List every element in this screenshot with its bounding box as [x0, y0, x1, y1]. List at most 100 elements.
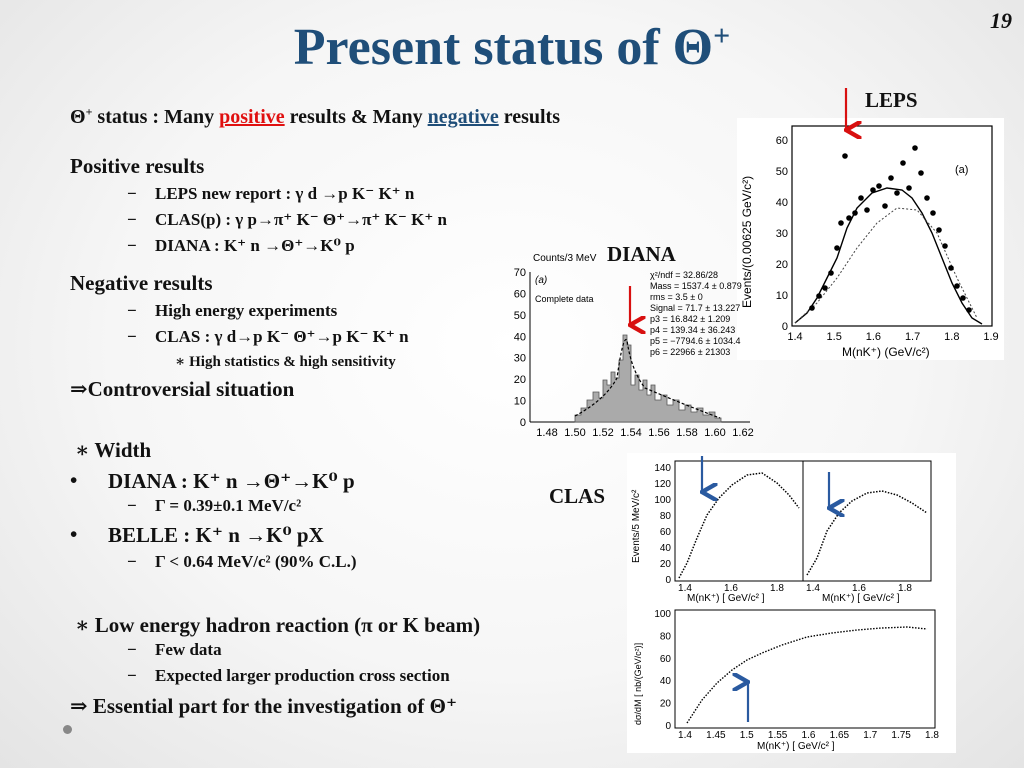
clas-bot-x-tick-label: 1.4 — [678, 730, 692, 741]
width-heading: ∗ Width — [75, 438, 152, 462]
clas-bot-y-tick-label: 40 — [660, 676, 672, 687]
leps-y-tick-label: 50 — [776, 166, 788, 178]
clas-top-y-tick-label: 100 — [654, 495, 671, 506]
clas-top-x-left-tick-label: 1.4 — [678, 583, 692, 594]
low-energy-heading: ∗ Low energy hadron reaction (π or K bea… — [75, 613, 481, 637]
leps-y-tick-label: 0 — [782, 321, 788, 333]
clas-top-y-tick-label: 140 — [654, 463, 671, 474]
diana-stat-line: p4 = 139.34 ± 36.243 — [650, 325, 735, 335]
width-diana: • DIANA : K⁺ n →Θ⁺→K⁰ p — [70, 468, 355, 493]
leps-y-tick-label: 40 — [776, 197, 788, 209]
low-energy-item-cross-section: − Expected larger production cross sectio… — [127, 666, 450, 685]
positive-item-leps: − LEPS new report : γ d →p K⁻ K⁺ n — [127, 184, 415, 203]
clas-bottom-y-axis-label: dσ/dM [ nb/(GeV/c²)] — [633, 643, 643, 725]
status-suffix: results — [498, 106, 561, 128]
leps-plot: 0 10 20 30 40 50 60 1.4 1.5 1.6 1.7 1.8 1.9 (a) Even… — [737, 118, 1004, 360]
leps-panel-label: (a) — [955, 164, 968, 176]
clas-bot-y-tick-label: 20 — [660, 699, 672, 710]
leps-y-tick-label: 30 — [776, 228, 788, 240]
leps-x-tick-label: 1.8 — [944, 331, 959, 343]
leps-x-axis-label: M(nK⁺) (GeV/c²) — [842, 345, 930, 359]
diana-stat-line: p3 = 16.842 ± 1.209 — [650, 314, 730, 324]
page-title: Present status of Θ+ — [0, 18, 1024, 77]
clas-top-y-tick-label: 0 — [665, 575, 671, 586]
clas-bot-x-tick-label: 1.7 — [863, 730, 877, 741]
clas-top-x-axis-label-right: M(nK⁺) [ GeV/c² ] — [822, 593, 900, 604]
diana-stat-line: p5 = −7794.6 ± 1034.4 — [650, 336, 741, 346]
controversial-line: ⇒Controversial situation — [70, 377, 295, 401]
status-line: Θ+ status : Many positive results & Many… — [70, 104, 561, 129]
diana-panel-label: (a) — [535, 275, 547, 286]
diana-x-tick-label: 1.48 — [536, 427, 557, 439]
positive-item-clas: − CLAS(p) : γ p→π⁺ K⁻ Θ⁺→π⁺ K⁻ K⁺ n — [127, 210, 448, 229]
diana-x-tick-label: 1.60 — [704, 427, 725, 439]
diana-stat-line: Signal = 71.7 ± 13.227 — [650, 303, 740, 313]
positive-heading: Positive results — [70, 154, 205, 178]
clas-top-y-axis-label: Events/5 MeV/c² — [631, 489, 642, 563]
leps-x-tick-label: 1.9 — [983, 331, 998, 343]
clas-top-y-tick-label: 80 — [660, 511, 672, 522]
clas-bot-y-tick-label: 60 — [660, 654, 672, 665]
clas-top-x-left-tick-label: 1.8 — [770, 583, 784, 594]
clas-bot-x-tick-label: 1.55 — [768, 730, 788, 741]
diana-y-tick-label: 20 — [514, 374, 526, 386]
diana-y-tick-label: 40 — [514, 331, 526, 343]
diana-y-tick-label: 0 — [520, 417, 526, 429]
diana-x-tick-label: 1.54 — [620, 427, 641, 439]
status-middle: results & Many — [284, 106, 428, 128]
diana-y-tick-label: 70 — [514, 267, 526, 279]
width-belle: • BELLE : K⁺ n →K⁰ pX — [70, 522, 324, 547]
leps-x-tick-label: 1.6 — [866, 331, 881, 343]
clas-label: CLAS — [549, 484, 606, 508]
diana-stat-line: χ²/ndf = 32.86/28 — [650, 270, 718, 280]
clas-bot-y-tick-label: 100 — [654, 609, 671, 620]
positive-word: positive — [219, 106, 285, 128]
negative-item-clas: − CLAS : γ d→p K⁻ Θ⁺→p K⁻ K⁺ n — [127, 327, 409, 346]
diana-y-tick-label: 50 — [514, 310, 526, 322]
negative-word: negative — [427, 106, 499, 128]
title-sup: + — [713, 19, 731, 53]
low-energy-item-few-data: − Few data — [127, 640, 222, 659]
diana-x-tick-label: 1.56 — [648, 427, 669, 439]
clas-bot-x-tick-label: 1.5 — [740, 730, 754, 741]
leps-y-axis-label: Events/(0.00625 GeV/c²) — [740, 176, 754, 308]
clas-top-y-tick-label: 60 — [660, 527, 672, 538]
leps-y-tick-label: 20 — [776, 259, 788, 271]
diana-y-tick-label: 10 — [514, 396, 526, 408]
clas-top-y-tick-label: 120 — [654, 479, 671, 490]
diana-y-axis-label: Counts/3 MeV — [533, 253, 597, 264]
page-number: 19 — [990, 8, 1012, 33]
leps-x-tick-label: 1.4 — [787, 331, 802, 343]
clas-bot-y-tick-label: 80 — [660, 631, 672, 642]
diana-stat-line: p6 = 22966 ± 21303 — [650, 347, 730, 357]
conclusion-line: ⇒ Essential part for the investigation o… — [70, 694, 458, 718]
diana-label: DIANA — [607, 242, 676, 266]
clas-top-x-axis-label-left: M(nK⁺) [ GeV/c² ] — [687, 593, 765, 604]
diana-stat-line: Mass = 1537.4 ± 0.879 — [650, 281, 742, 291]
negative-subnote: ∗ High statistics & high sensitivity — [175, 354, 396, 370]
clas-bot-x-tick-label: 1.6 — [802, 730, 816, 741]
clas-top-x-left-tick-label: 1.6 — [724, 583, 738, 594]
leps-y-tick-label: 60 — [776, 135, 788, 147]
clas-bottom-x-axis-label: M(nK⁺) [ GeV/c² ] — [757, 741, 835, 752]
clas-bot-x-tick-label: 1.75 — [891, 730, 911, 741]
diana-y-tick-label: 30 — [514, 353, 526, 365]
slide-dot — [63, 725, 72, 734]
clas-bot-x-tick-label: 1.45 — [706, 730, 726, 741]
clas-top-y-tick-label: 40 — [660, 543, 672, 554]
negative-item-high-energy: − High energy experiments — [127, 301, 338, 320]
title-text: Present status of Θ — [293, 19, 714, 76]
diana-x-tick-label: 1.50 — [564, 427, 585, 439]
status-prefix: status : Many — [92, 106, 220, 128]
diana-x-tick-label: 1.62 — [732, 427, 753, 439]
negative-heading: Negative results — [70, 271, 213, 295]
width-diana-gamma: − Γ = 0.39±0.1 MeV/c² — [127, 496, 302, 515]
diana-x-tick-label: 1.58 — [676, 427, 697, 439]
theta-symbol: Θ — [70, 106, 86, 128]
theta-sup: + — [85, 104, 93, 119]
leps-label: LEPS — [865, 88, 918, 112]
diana-x-tick-label: 1.52 — [592, 427, 613, 439]
clas-plot-bottom: 0 20 40 60 80 100 1.4 1.45 1.5 1.55 1.6 1.65 1.7 1.75… — [627, 605, 956, 753]
diana-stat-line: rms = 3.5 ± 0 — [650, 292, 703, 302]
clas-plot-top: 0 20 40 60 80 100 120 140 1.4 1.6 1.8 1.4 1.6 1.8 Eve… — [627, 453, 956, 605]
